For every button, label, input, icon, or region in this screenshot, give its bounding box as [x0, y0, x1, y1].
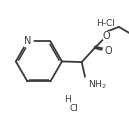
Text: H-Cl: H-Cl [96, 19, 115, 28]
Text: N: N [24, 36, 31, 46]
Text: NH$_2$: NH$_2$ [88, 79, 107, 91]
Text: Cl: Cl [69, 104, 78, 113]
Text: O: O [104, 46, 112, 56]
Text: O: O [103, 31, 111, 41]
Text: H: H [64, 95, 70, 104]
